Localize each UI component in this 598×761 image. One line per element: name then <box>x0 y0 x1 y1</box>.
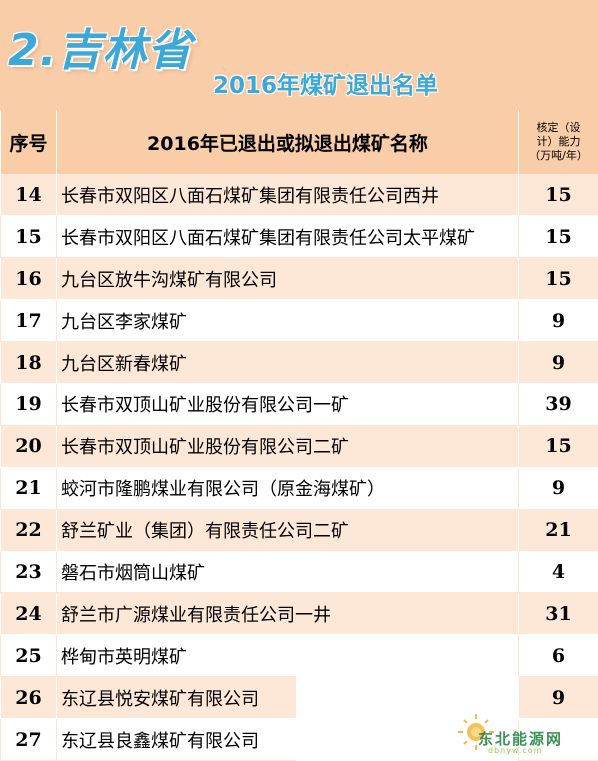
watermark-subtext: dbnyw.com <box>488 746 543 755</box>
row-mine-name: 舒兰矿业（集团）有限责任公司二矿 <box>56 509 519 552</box>
table-row: 15 长春市双阳区八面石煤矿集团有限责任公司太平煤矿 15 <box>0 215 598 259</box>
row-seq: 24 <box>0 592 57 636</box>
watermark-logo <box>458 714 494 750</box>
row-capacity: 9 <box>518 467 598 510</box>
province-title: 2.吉林省 <box>8 25 193 76</box>
table-row: 14 长春市双阳区八面石煤矿集团有限责任公司西井 15 <box>0 174 598 217</box>
capacity-header-line3: （万吨/年） <box>529 149 588 162</box>
row-capacity: 15 <box>518 257 598 301</box>
column-header-capacity: 核定（设 计）能力 （万吨/年） <box>518 110 598 174</box>
table-header-row: 序号 2016年已退出或拟退出煤矿名称 核定（设 计）能力 （万吨/年） <box>0 110 598 174</box>
row-mine-name: 长春市双阳区八面石煤矿集团有限责任公司西井 <box>56 174 519 217</box>
row-mine-name: 蛟河市隆鹏煤业有限公司（原金海煤矿） <box>56 467 519 510</box>
row-seq: 20 <box>0 425 57 468</box>
list-subtitle: 2016年煤矿退出名单 <box>213 73 439 99</box>
mine-exit-table: 序号 2016年已退出或拟退出煤矿名称 核定（设 计）能力 （万吨/年） 14 长… <box>0 110 598 761</box>
watermark-text: 东北能源网 <box>478 730 564 748</box>
row-seq: 25 <box>0 634 57 678</box>
table-row: 23 磐石市烟筒山煤矿 4 <box>0 551 598 594</box>
row-capacity: 15 <box>518 174 598 217</box>
table-row: 19 长春市双顶山矿业股份有限公司一矿 39 <box>0 383 598 426</box>
row-seq: 15 <box>0 215 57 259</box>
row-capacity: 9 <box>518 341 598 384</box>
sun-icon <box>458 714 494 750</box>
row-capacity: 6 <box>518 634 598 678</box>
column-header-seq: 序号 <box>0 110 57 174</box>
row-mine-name: 舒兰市广源煤业有限责任公司一井 <box>56 592 519 636</box>
row-seq: 18 <box>0 341 57 384</box>
table-row: 21 蛟河市隆鹏煤业有限公司（原金海煤矿） 9 <box>0 467 598 510</box>
row-seq: 26 <box>0 676 57 720</box>
row-mine-name: 九台区放牛沟煤矿有限公司 <box>56 257 519 301</box>
table-row: 18 九台区新春煤矿 9 <box>0 341 598 384</box>
capacity-header-line2: 计）能力 <box>536 135 581 148</box>
row-seq: 17 <box>0 299 57 343</box>
row-seq: 27 <box>0 718 57 761</box>
row-mine-name: 长春市双顶山矿业股份有限公司一矿 <box>56 383 519 426</box>
row-seq: 22 <box>0 509 57 552</box>
table-row: 22 舒兰矿业（集团）有限责任公司二矿 21 <box>0 509 598 552</box>
row-capacity: 15 <box>518 425 598 468</box>
table-row: 16 九台区放牛沟煤矿有限公司 15 <box>0 257 598 301</box>
row-capacity: 15 <box>518 215 598 259</box>
row-mine-name: 九台区李家煤矿 <box>56 299 519 343</box>
row-seq: 16 <box>0 257 57 301</box>
row-capacity: 9 <box>518 299 598 343</box>
row-mine-name: 磐石市烟筒山煤矿 <box>56 551 519 594</box>
page-header: 2.吉林省 2016年煤矿退出名单 <box>0 0 598 110</box>
row-seq: 19 <box>0 383 57 426</box>
table-row: 17 九台区李家煤矿 9 <box>0 299 598 343</box>
row-seq: 21 <box>0 467 57 510</box>
blank-area <box>296 640 518 761</box>
row-capacity: 39 <box>518 383 598 426</box>
row-capacity <box>518 718 598 761</box>
row-seq: 23 <box>0 551 57 594</box>
row-capacity: 9 <box>518 676 598 720</box>
row-capacity: 31 <box>518 592 598 636</box>
capacity-header-line1: 核定（设 <box>536 121 581 134</box>
row-capacity: 4 <box>518 551 598 594</box>
table-row: 20 长春市双顶山矿业股份有限公司二矿 15 <box>0 425 598 468</box>
row-seq: 14 <box>0 174 57 217</box>
row-mine-name: 九台区新春煤矿 <box>56 341 519 384</box>
column-header-name: 2016年已退出或拟退出煤矿名称 <box>56 110 519 174</box>
row-mine-name: 长春市双顶山矿业股份有限公司二矿 <box>56 425 519 468</box>
row-capacity: 21 <box>518 509 598 552</box>
table-row: 24 舒兰市广源煤业有限责任公司一井 31 <box>0 592 598 636</box>
row-mine-name: 长春市双阳区八面石煤矿集团有限责任公司太平煤矿 <box>56 215 519 259</box>
